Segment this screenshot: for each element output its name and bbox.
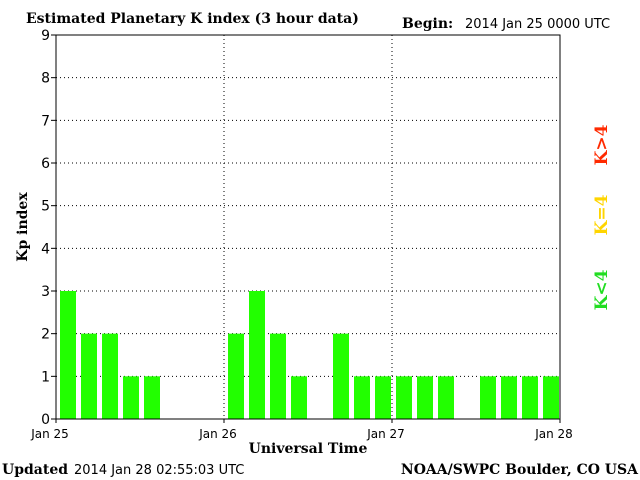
bar-jan-26-18 <box>354 376 370 419</box>
x-tick-label: Jan 28 <box>534 427 573 441</box>
bar-jan-25-06 <box>102 333 118 419</box>
y-tick-label: 9 <box>41 28 50 44</box>
y-tick-label: 7 <box>41 113 50 129</box>
bar-jan-25-03 <box>81 333 97 419</box>
bar-series <box>60 291 559 419</box>
grid-lines <box>56 34 560 419</box>
y-tick-label: 0 <box>41 412 50 428</box>
begin-label: Begin: <box>402 16 453 32</box>
legend-item: K<4 <box>592 269 612 310</box>
updated-value: 2014 Jan 28 02:55:03 UTC <box>74 463 244 478</box>
x-tick-label: Jan 25 <box>30 427 69 441</box>
bar-jan-25-09 <box>123 376 139 419</box>
y-tick-label: 4 <box>41 241 50 257</box>
bar-jan-26-03 <box>249 291 265 419</box>
legend-item: K>4 <box>592 124 612 165</box>
bar-jan-26-21 <box>375 376 391 419</box>
x-tick-label: Jan 27 <box>366 427 405 441</box>
bar-jan-27-15 <box>501 376 517 419</box>
y-tick-label: 8 <box>41 71 50 87</box>
bar-jan-27-00 <box>396 376 412 419</box>
y-tick-label: 2 <box>41 327 50 343</box>
bar-jan-26-06 <box>270 333 286 419</box>
y-axis-label: Kp index <box>15 192 31 262</box>
bar-jan-27-12 <box>480 376 496 419</box>
plot-frame <box>55 34 561 420</box>
updated-label: Updated <box>2 462 68 478</box>
bar-jan-26-00 <box>228 333 244 419</box>
y-tick-label: 3 <box>41 284 50 300</box>
begin-value: 2014 Jan 25 0000 UTC <box>465 17 610 32</box>
y-axis: 0 1 2 3 4 5 6 7 8 9 <box>41 28 56 428</box>
bar-jan-27-06 <box>438 376 454 419</box>
legend: K>4 K=4 K<4 <box>592 124 612 310</box>
legend-item: K=4 <box>592 194 612 235</box>
bar-jan-27-03 <box>417 376 433 419</box>
y-tick-label: 5 <box>41 199 50 215</box>
x-axis: Jan 25 Jan 26 Jan 27 Jan 28 <box>30 419 573 441</box>
bar-jan-25-00 <box>60 291 76 419</box>
bar-jan-26-09 <box>291 376 307 419</box>
bar-jan-25-12 <box>144 376 160 419</box>
bar-jan-27-18 <box>522 376 538 419</box>
chart-title: Estimated Planetary K index (3 hour data… <box>26 11 359 27</box>
x-axis-label: Universal Time <box>249 441 368 457</box>
x-tick-label: Jan 26 <box>198 427 237 441</box>
source-credit: NOAA/SWPC Boulder, CO USA <box>401 462 639 478</box>
y-tick-label: 1 <box>41 369 50 385</box>
y-tick-label: 6 <box>41 156 50 172</box>
bar-jan-26-15 <box>333 333 349 419</box>
bar-jan-27-21 <box>543 376 559 419</box>
